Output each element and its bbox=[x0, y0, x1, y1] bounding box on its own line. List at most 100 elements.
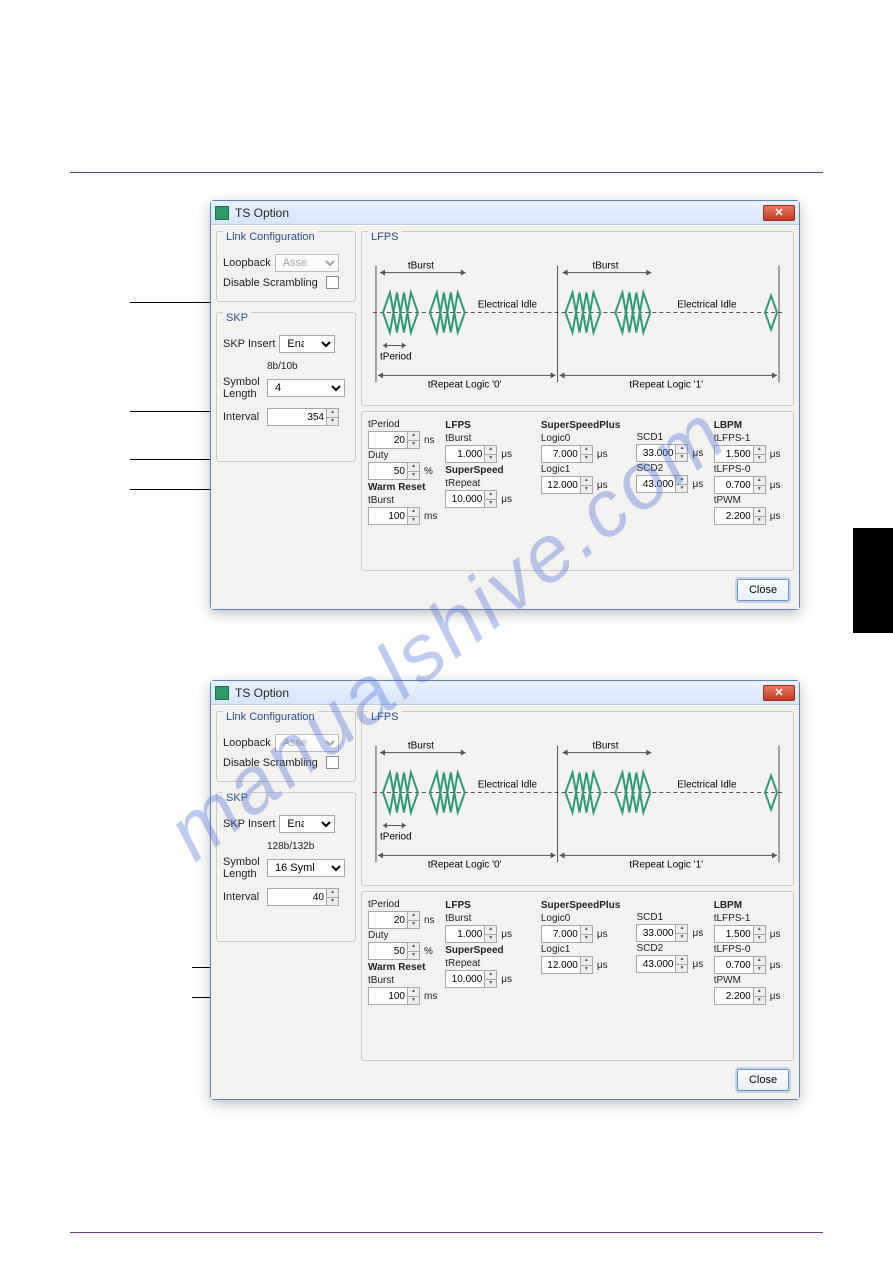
svg-text:Electrical Idle: Electrical Idle bbox=[677, 780, 737, 791]
loopback-label: Loopback bbox=[223, 737, 271, 749]
close-button[interactable]: Close bbox=[737, 579, 789, 601]
disable-scrambling-checkbox[interactable] bbox=[326, 276, 339, 289]
svg-text:Electrical Idle: Electrical Idle bbox=[478, 780, 538, 791]
logic1-stepper[interactable]: ▲▼ bbox=[541, 956, 593, 974]
tlfps1-stepper[interactable]: ▲▼ bbox=[714, 925, 766, 943]
trepeat-stepper[interactable]: ▲▼ bbox=[445, 490, 497, 508]
close-icon[interactable]: ✕ bbox=[763, 685, 795, 701]
window-title: TS Option bbox=[235, 206, 289, 220]
warmreset-tburst-stepper[interactable]: ▲▼ bbox=[368, 987, 420, 1005]
symbol-length-label: Symbol Length bbox=[223, 376, 263, 400]
tlfps1-stepper[interactable]: ▲▼ bbox=[714, 445, 766, 463]
skp-group: SKP SKP Insert Enable 8b/10b Symbol Leng… bbox=[216, 312, 356, 462]
scd1-stepper[interactable]: ▲▼ bbox=[636, 924, 688, 942]
dialog-body: Link Configuration Loopback Asserted Dis… bbox=[211, 225, 799, 609]
lbpm-hdr: LBPM bbox=[714, 420, 787, 431]
ssp-hdr: SuperSpeedPlus bbox=[541, 420, 633, 431]
skp-insert-select[interactable]: Enable bbox=[279, 815, 335, 833]
interval-field[interactable] bbox=[268, 889, 326, 905]
warmreset-tburst-stepper[interactable]: ▲▼ bbox=[368, 507, 420, 525]
warmreset-label: Warm Reset bbox=[368, 482, 441, 493]
logic1-stepper[interactable]: ▲▼ bbox=[541, 476, 593, 494]
encoding-label: 128b/132b bbox=[267, 841, 349, 852]
lfps-diagram: tBurst tBurst Electrical Idle Electrical… bbox=[368, 246, 787, 399]
tburst-label: tBurst bbox=[368, 495, 402, 506]
lfps-hdr: LFPS bbox=[445, 420, 537, 431]
svg-text:tBurst: tBurst bbox=[592, 261, 618, 272]
interval-field[interactable] bbox=[268, 409, 326, 425]
tpwm-stepper[interactable]: ▲▼ bbox=[714, 987, 766, 1005]
window-title: TS Option bbox=[235, 686, 289, 700]
tlfps0-stepper[interactable]: ▲▼ bbox=[714, 476, 766, 494]
timing-params-panel: tPeriod ▲▼ ns Duty ▲▼ % Warm Reset tBurs… bbox=[361, 891, 794, 1061]
skp-group: SKP SKP Insert Enable 128b/132b Symbol L… bbox=[216, 792, 356, 942]
tburst-label: tBurst bbox=[408, 261, 434, 272]
interval-stepper[interactable]: ▲▼ bbox=[267, 408, 339, 426]
tperiod-label: tPeriod bbox=[368, 419, 402, 430]
page-divider-bottom bbox=[70, 1232, 823, 1233]
lfps-diagram: tBurst tBurst Electrical Idle Electrical… bbox=[368, 726, 787, 879]
titlebar[interactable]: TS Option ✕ bbox=[211, 681, 799, 705]
skp-insert-select[interactable]: Enable bbox=[279, 335, 335, 353]
group-title: SKP bbox=[223, 312, 251, 324]
encoding-label: 8b/10b bbox=[267, 361, 349, 372]
trepeat-stepper[interactable]: ▲▼ bbox=[445, 970, 497, 988]
titlebar[interactable]: TS Option ✕ bbox=[211, 201, 799, 225]
app-icon bbox=[215, 206, 229, 220]
unit: ms bbox=[424, 511, 437, 522]
logic0-stepper[interactable]: ▲▼ bbox=[541, 445, 593, 463]
tperiod-stepper[interactable]: ▲▼ bbox=[368, 431, 420, 449]
duty-stepper[interactable]: ▲▼ bbox=[368, 462, 420, 480]
group-title: SKP bbox=[223, 792, 251, 804]
svg-text:tRepeat Logic '1': tRepeat Logic '1' bbox=[629, 859, 703, 870]
lfps-diagram-panel: LFPS bbox=[361, 711, 794, 886]
scd2-stepper[interactable]: ▲▼ bbox=[636, 955, 688, 973]
symbol-length-label: Symbol Length bbox=[223, 856, 263, 880]
svg-text:Electrical Idle: Electrical Idle bbox=[677, 300, 737, 311]
close-icon[interactable]: ✕ bbox=[763, 205, 795, 221]
disable-scrambling-label: Disable Scrambling bbox=[223, 277, 318, 289]
svg-text:tPeriod: tPeriod bbox=[380, 831, 412, 842]
interval-label: Interval bbox=[223, 411, 263, 423]
svg-text:tBurst: tBurst bbox=[408, 741, 434, 752]
unit: % bbox=[424, 466, 433, 477]
group-title: Link Configuration bbox=[223, 711, 318, 723]
page-thumb-tab bbox=[853, 528, 893, 633]
lfps-diagram-panel: LFPS bbox=[361, 231, 794, 406]
callout-line bbox=[130, 302, 222, 303]
lfps-tburst-stepper[interactable]: ▲▼ bbox=[445, 925, 497, 943]
duty-stepper[interactable]: ▲▼ bbox=[368, 942, 420, 960]
symbol-length-select[interactable]: 16 Symbols bbox=[267, 859, 345, 877]
group-title: Link Configuration bbox=[223, 231, 318, 243]
link-config-group: Link Configuration Loopback Asserted Dis… bbox=[216, 711, 356, 782]
logic0-stepper[interactable]: ▲▼ bbox=[541, 925, 593, 943]
timing-params-panel: tPeriod ▲▼ ns Duty ▲▼ % Warm Reset tBurs… bbox=[361, 411, 794, 571]
svg-text:tRepeat Logic '0': tRepeat Logic '0' bbox=[428, 379, 502, 390]
scd1-stepper[interactable]: ▲▼ bbox=[636, 444, 688, 462]
scd2-stepper[interactable]: ▲▼ bbox=[636, 475, 688, 493]
symbol-length-select[interactable]: 4 bbox=[267, 379, 345, 397]
skp-insert-label: SKP Insert bbox=[223, 338, 275, 350]
svg-text:tRepeat Logic '1': tRepeat Logic '1' bbox=[629, 379, 703, 390]
ts-option-dialog: TS Option ✕ Link Configuration Loopback … bbox=[210, 200, 800, 610]
svg-text:tPeriod: tPeriod bbox=[380, 351, 412, 362]
dialog-body: Link Configuration Loopback Asserted Dis… bbox=[211, 705, 799, 1099]
loopback-select[interactable]: Asserted bbox=[275, 254, 339, 272]
svg-text:tRepeat Logic '0': tRepeat Logic '0' bbox=[428, 859, 502, 870]
group-title: LFPS bbox=[368, 231, 402, 243]
disable-scrambling-checkbox[interactable] bbox=[326, 756, 339, 769]
close-button[interactable]: Close bbox=[737, 1069, 789, 1091]
page-divider-top bbox=[70, 172, 823, 173]
svg-text:Electrical Idle: Electrical Idle bbox=[478, 300, 538, 311]
ts-option-dialog: TS Option ✕ Link Configuration Loopback … bbox=[210, 680, 800, 1100]
loopback-select[interactable]: Asserted bbox=[275, 734, 339, 752]
tperiod-stepper[interactable]: ▲▼ bbox=[368, 911, 420, 929]
interval-stepper[interactable]: ▲▼ bbox=[267, 888, 339, 906]
app-icon bbox=[215, 686, 229, 700]
skp-insert-label: SKP Insert bbox=[223, 818, 275, 830]
lfps-tburst-stepper[interactable]: ▲▼ bbox=[445, 445, 497, 463]
tpwm-stepper[interactable]: ▲▼ bbox=[714, 507, 766, 525]
tlfps0-stepper[interactable]: ▲▼ bbox=[714, 956, 766, 974]
svg-text:tBurst: tBurst bbox=[592, 741, 618, 752]
loopback-label: Loopback bbox=[223, 257, 271, 269]
